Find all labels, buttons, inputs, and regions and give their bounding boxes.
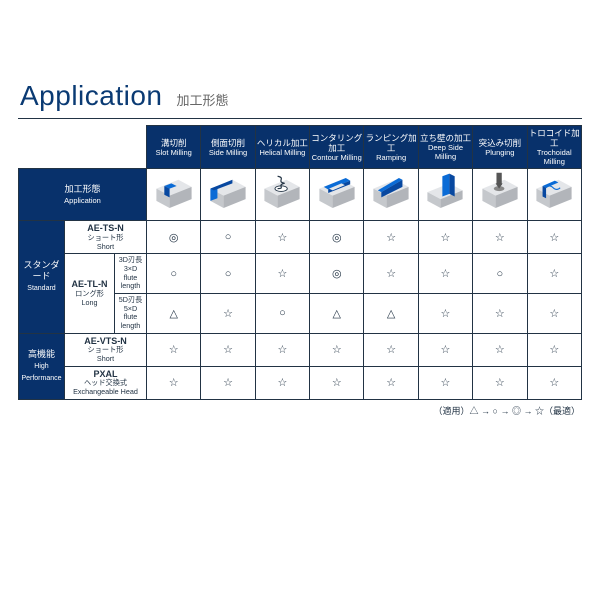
sym: ☆ (255, 254, 309, 294)
sym: △ (364, 294, 418, 334)
sym: ☆ (147, 366, 201, 399)
application-table: 溝切削Slot Milling 側面切削Side Milling ヘリカル加工H… (18, 125, 582, 400)
col-hdr-4: ランピング加工Ramping (364, 126, 418, 169)
sym: ☆ (147, 333, 201, 366)
sym: ☆ (473, 294, 527, 334)
title-en: Application (20, 80, 162, 112)
sym: ◎ (147, 221, 201, 254)
icon-plunging (473, 169, 527, 221)
table-row: 高機能High Performance AE-VTS-Nショート形Short ☆… (19, 333, 582, 366)
sym: ○ (201, 254, 255, 294)
sym: △ (310, 294, 364, 334)
sym: ☆ (364, 366, 418, 399)
title-divider (18, 118, 582, 119)
col-hdr-3: コンタリング加工Contour Milling (310, 126, 364, 169)
row-header-label: 加工形態Application (19, 169, 147, 221)
sym: ☆ (527, 333, 581, 366)
variant-3d: 3D刃長3×D flute length (115, 254, 147, 294)
icon-ramping (364, 169, 418, 221)
sym: ☆ (473, 366, 527, 399)
group-standard: スタンダードStandard (19, 221, 65, 333)
sym: ☆ (473, 333, 527, 366)
product-ae-vts-n: AE-VTS-Nショート形Short (65, 333, 147, 366)
variant-5d: 5D刃長5×D flute length (115, 294, 147, 334)
sym: ◎ (310, 221, 364, 254)
col-hdr-0: 溝切削Slot Milling (147, 126, 201, 169)
sym: ☆ (201, 366, 255, 399)
product-ae-ts-n: AE-TS-Nショート形Short (65, 221, 147, 254)
table-row: PXALヘッド交換式Exchangeable Head ☆ ☆ ☆ ☆ ☆ ☆ … (19, 366, 582, 399)
sym: ☆ (527, 254, 581, 294)
icon-trochoidal-milling (527, 169, 581, 221)
sym: ☆ (418, 294, 472, 334)
col-hdr-6: 突込み切削Plunging (473, 126, 527, 169)
legend-text: （適用）△ → ○ → ◎ → ☆（最適） (18, 404, 582, 417)
icon-slot-milling (147, 169, 201, 221)
sym: ☆ (418, 221, 472, 254)
col-hdr-2: ヘリカル加工Helical Milling (255, 126, 309, 169)
product-ae-tl-n: AE-TL-Nロング形Long (65, 254, 115, 333)
sym: △ (147, 294, 201, 334)
sym: ○ (147, 254, 201, 294)
col-hdr-7: トロコイド加工Trochoidal Milling (527, 126, 581, 169)
icon-deep-side-milling (418, 169, 472, 221)
sym: ☆ (364, 221, 418, 254)
sym: ☆ (418, 366, 472, 399)
sym: ☆ (527, 366, 581, 399)
sym: ○ (255, 294, 309, 334)
col-hdr-1: 側面切削Side Milling (201, 126, 255, 169)
icon-side-milling (201, 169, 255, 221)
sym: ☆ (364, 254, 418, 294)
sym: ◎ (310, 254, 364, 294)
sym: ☆ (201, 333, 255, 366)
sym: ☆ (527, 294, 581, 334)
slot-icon (151, 171, 197, 215)
col-hdr-5: 立ち壁の加工Deep Side Milling (418, 126, 472, 169)
sym: ☆ (418, 333, 472, 366)
sym: ☆ (310, 366, 364, 399)
sym: ☆ (255, 366, 309, 399)
sym: ☆ (364, 333, 418, 366)
sym: ○ (473, 254, 527, 294)
sym: ☆ (310, 333, 364, 366)
sym: ☆ (255, 333, 309, 366)
product-pxal: PXALヘッド交換式Exchangeable Head (65, 366, 147, 399)
sym: ☆ (473, 221, 527, 254)
group-highperf: 高機能High Performance (19, 333, 65, 399)
icon-contour-milling (310, 169, 364, 221)
sym: ☆ (418, 254, 472, 294)
table-row: AE-TL-Nロング形Long 3D刃長3×D flute length ○ ○… (19, 254, 582, 294)
sym: ☆ (255, 221, 309, 254)
title-jp: 加工形態 (176, 90, 228, 109)
sym: ☆ (527, 221, 581, 254)
sym: ○ (201, 221, 255, 254)
sym: ☆ (201, 294, 255, 334)
table-row: スタンダードStandard AE-TS-Nショート形Short ◎ ○ ☆ ◎… (19, 221, 582, 254)
icon-helical-milling (255, 169, 309, 221)
